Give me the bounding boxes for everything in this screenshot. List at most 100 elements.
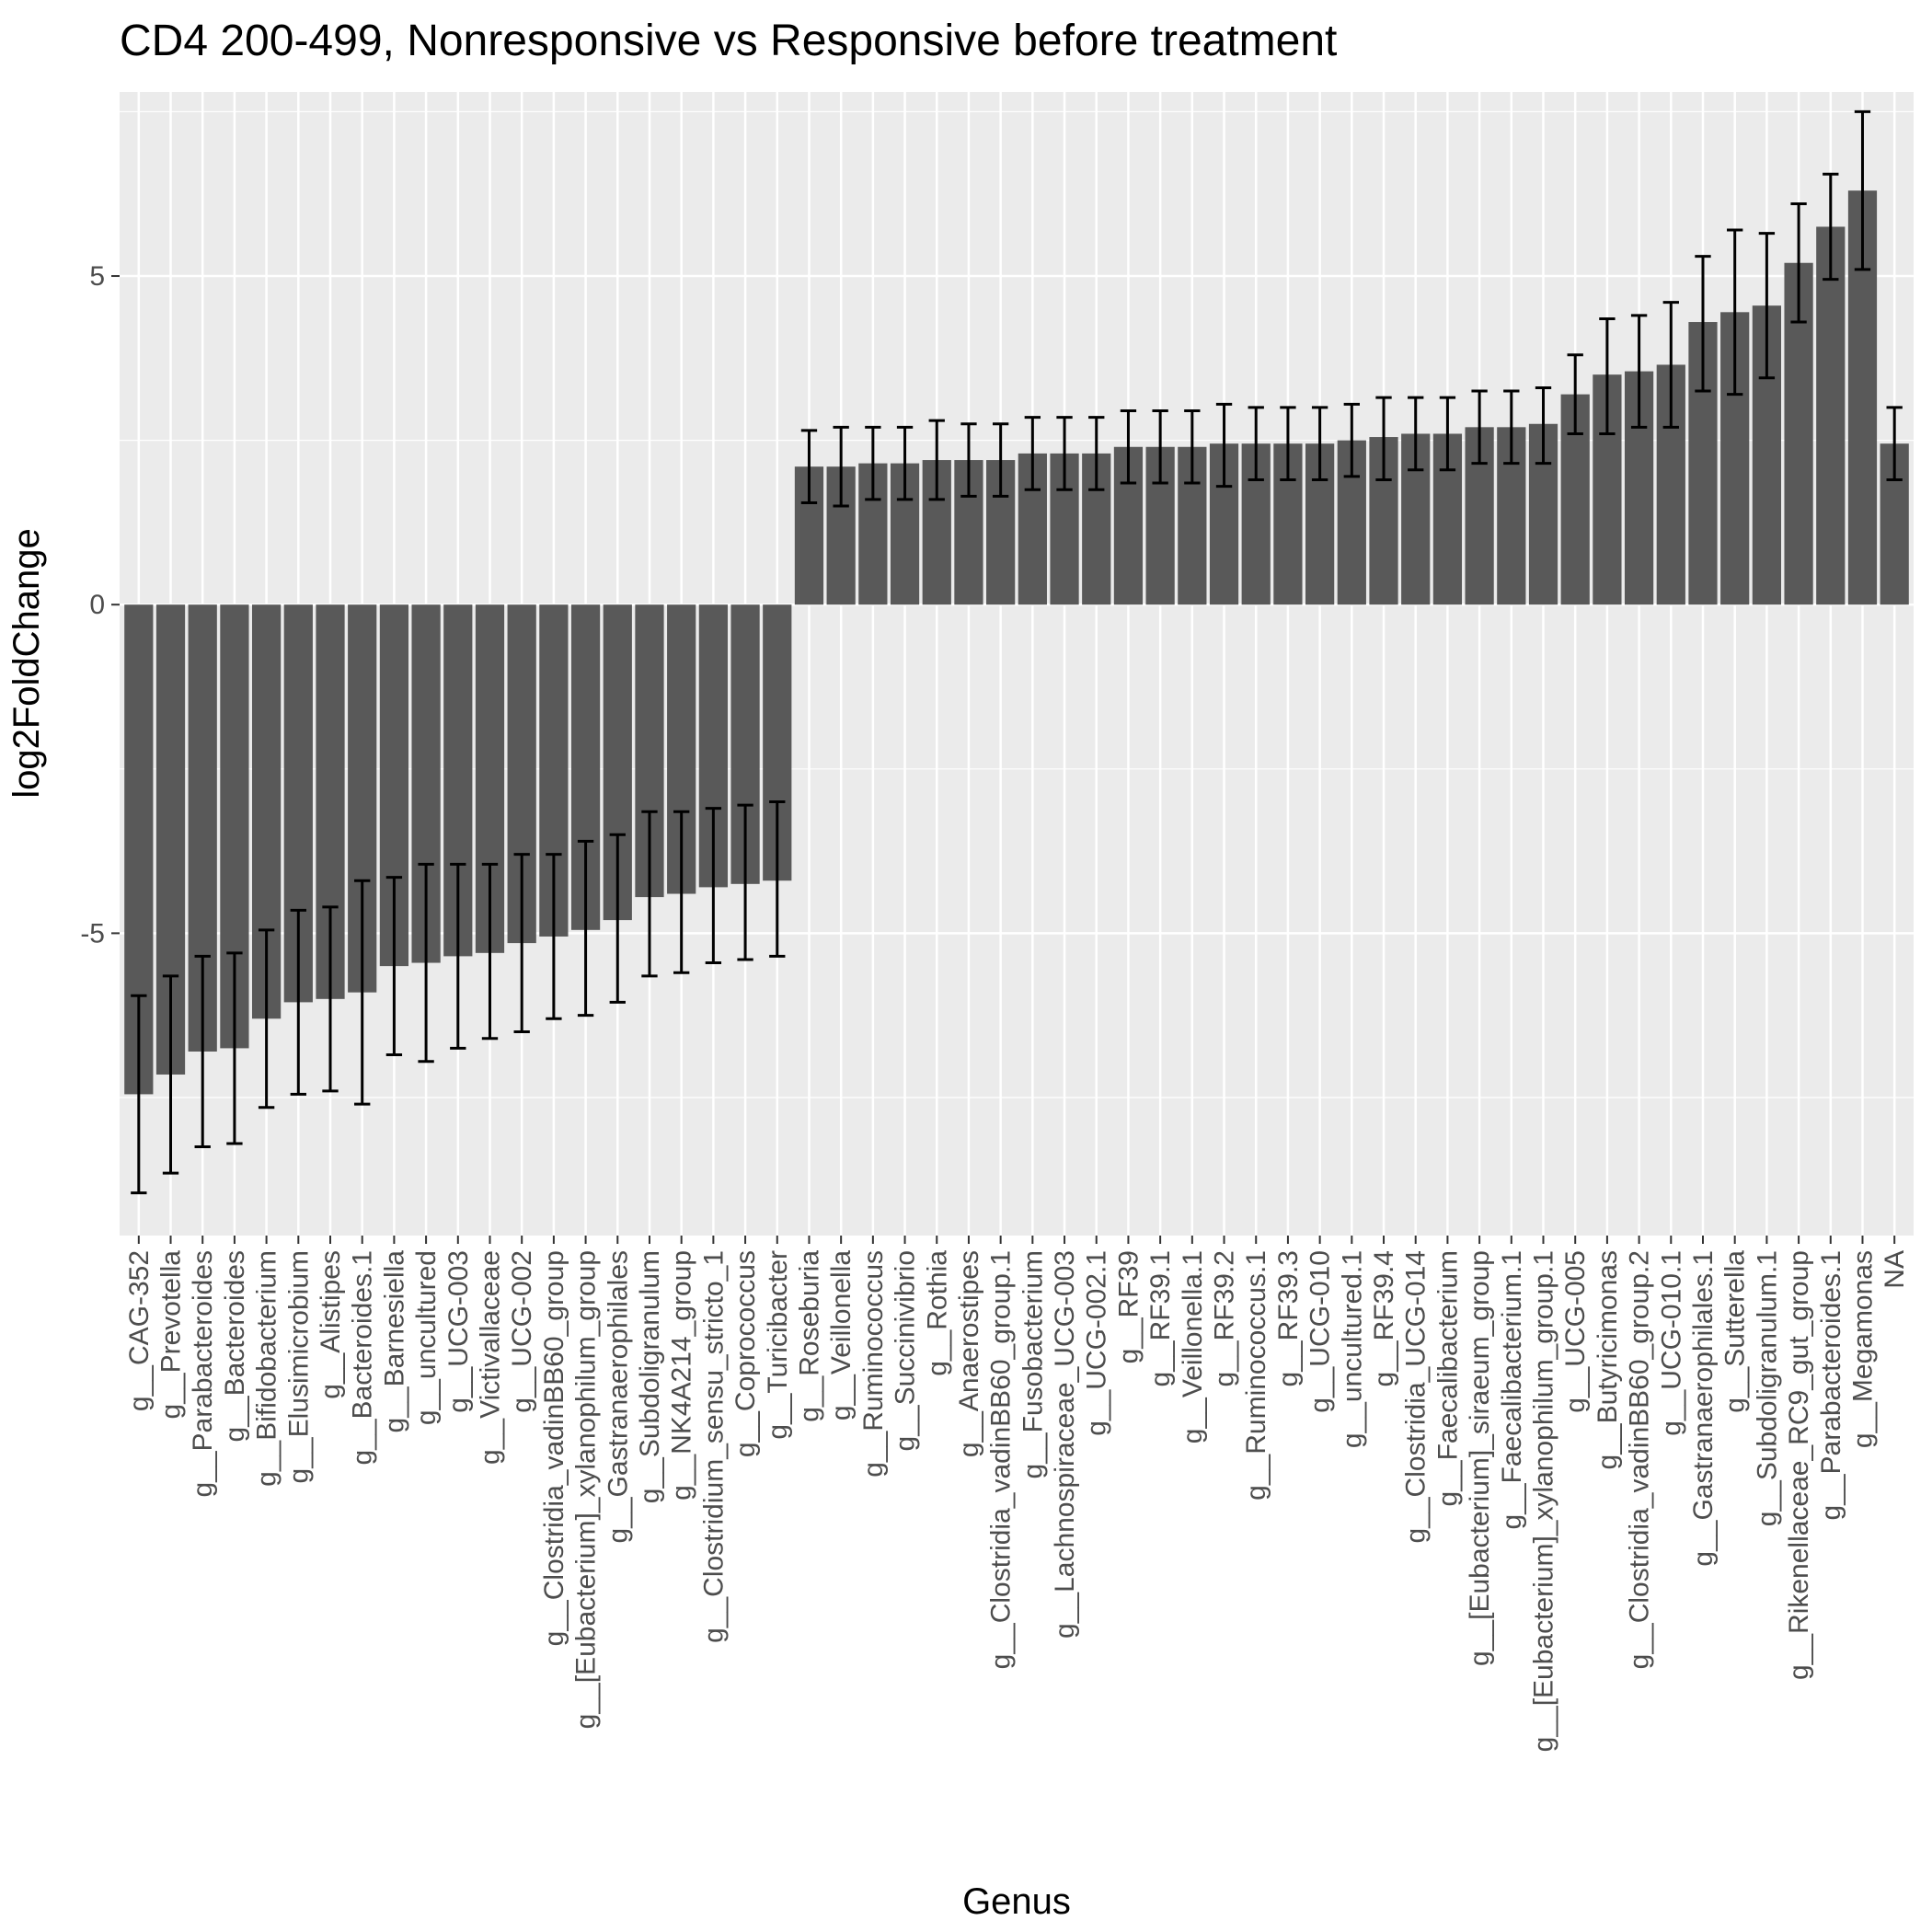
x-tick-label: g__Parabacteroides <box>188 1250 218 1498</box>
x-tick-label: g__CAG-352 <box>124 1250 155 1411</box>
x-tick-label: g__Ruminococcus.1 <box>1241 1250 1271 1501</box>
x-tick-label: g__Clostridium_sensu_stricto_1 <box>698 1250 729 1643</box>
error-bar <box>481 862 499 1041</box>
error-bar <box>1375 396 1392 481</box>
error-bar <box>1599 316 1616 435</box>
error-bar <box>960 422 977 498</box>
x-tick-label: g__Faecalibacterium.1 <box>1497 1250 1527 1530</box>
x-tick-label: g__UCG-010 <box>1305 1250 1336 1413</box>
error-bar <box>833 425 849 508</box>
x-tick-label: g__Clostridia_UCG-014 <box>1401 1250 1432 1544</box>
error-bar <box>577 839 594 1018</box>
x-tick-label: g__Prevotella <box>156 1250 187 1420</box>
x-tick-label: g__RF39.3 <box>1273 1250 1304 1386</box>
x-tick-label: g__UCG-005 <box>1560 1250 1591 1413</box>
error-bar <box>1056 416 1073 491</box>
x-tick-label: g__Gastranaerophilales.1 <box>1688 1250 1719 1567</box>
x-tick-label: g__Anaerostipes <box>954 1250 984 1457</box>
error-bar <box>1823 172 1839 282</box>
x-tick-label: NA <box>1880 1250 1910 1289</box>
error-bar <box>609 833 626 1004</box>
x-tick-label: g__Veillonella <box>826 1250 857 1420</box>
x-tick-label: g__RF39.1 <box>1145 1250 1176 1386</box>
x-tick-label: g__Clostridia_vadinBB60_group.2 <box>1625 1250 1655 1669</box>
error-bar <box>1024 416 1041 491</box>
error-bar <box>194 954 211 1149</box>
x-tick-label: g__Fusobacterium <box>1018 1250 1048 1478</box>
x-tick-label: g__Turicibacter <box>763 1250 793 1440</box>
x-tick-label: g__[Eubacterium]_xylanophilum_group.1 <box>1529 1250 1559 1752</box>
error-bars <box>131 109 1903 1195</box>
error-bar <box>354 879 371 1106</box>
x-tick-label: g__UCG-003 <box>443 1250 474 1413</box>
error-bar <box>1120 408 1137 485</box>
error-bar <box>1727 228 1743 397</box>
error-bar <box>1280 406 1296 481</box>
y-axis: -5 0 5 <box>80 261 120 949</box>
x-tick-label: g__Victivallaceae <box>475 1250 505 1465</box>
x-tick-label: g__UCG-002.1 <box>1082 1250 1112 1436</box>
error-bar <box>162 974 179 1175</box>
x-tick-label: g__uncultured <box>411 1250 442 1425</box>
x-tick-label: g__Coprococcus <box>730 1250 761 1457</box>
x-tick-label: g__Barnesiella <box>379 1250 409 1433</box>
x-tick-label: g__Subdoligranulum.1 <box>1752 1250 1782 1526</box>
error-bar <box>226 951 243 1145</box>
error-bar <box>290 908 306 1096</box>
x-tick-label: g__RF39.4 <box>1369 1250 1399 1386</box>
x-tick-label: g__Gastranaerophilales <box>603 1250 633 1544</box>
x-tick-label: g__Faecalibacterium <box>1432 1250 1463 1506</box>
error-bar <box>1152 408 1168 485</box>
x-tick-label: g__Alistipes <box>316 1250 346 1399</box>
x-tick-label: g__Sutterella <box>1720 1250 1751 1413</box>
x-tick-label: g__UCG-010.1 <box>1656 1250 1686 1436</box>
error-bar <box>1471 389 1488 466</box>
x-tick-label: g__Clostridia_vadinBB60_group.1 <box>986 1250 1017 1669</box>
error-bar <box>513 853 530 1034</box>
error-bar <box>673 810 690 974</box>
y-axis-title: log2FoldChange <box>6 528 47 799</box>
x-tick-label: g__RF39 <box>1113 1250 1144 1363</box>
x-tick-label: g__Rikenellaceae_RC9_gut_group <box>1784 1250 1814 1680</box>
error-bar <box>1439 396 1456 472</box>
error-bar <box>258 928 275 1110</box>
x-tick-label: g__Bacteroides <box>220 1250 250 1442</box>
error-bar <box>1343 402 1360 478</box>
error-bar <box>385 876 403 1057</box>
error-bar <box>1248 406 1264 481</box>
x-tick-label: g__Rothia <box>922 1250 952 1376</box>
error-bar <box>450 862 466 1050</box>
error-bar <box>1662 301 1679 429</box>
error-bar <box>1790 201 1807 324</box>
error-bar <box>928 419 945 501</box>
x-tick-label: g__[Eubacterium]_siraeum_group <box>1465 1250 1495 1666</box>
error-bar <box>737 803 753 961</box>
error-bar <box>1215 402 1233 489</box>
x-tick-label: g__Clostridia_vadinBB60_group <box>539 1250 569 1646</box>
x-tick-label: g__Elusimicrobium <box>283 1250 314 1483</box>
x-tick-label: g__Butyricimonas <box>1593 1250 1623 1469</box>
error-bar <box>1311 406 1328 481</box>
x-tick-label: g__NK4A214_group <box>667 1250 697 1501</box>
x-tick-label: g__Subdoligranulum <box>635 1250 665 1503</box>
chart-title: CD4 200-499, Nonresponsive vs Responsive… <box>120 17 1337 65</box>
error-bar <box>546 853 562 1020</box>
bars <box>124 190 1909 1095</box>
error-bar <box>896 425 914 501</box>
bar <box>1816 226 1846 605</box>
error-bar <box>1695 255 1711 393</box>
error-bar <box>1854 109 1871 271</box>
error-bar <box>992 422 1009 498</box>
x-tick-label: g__UCG-002 <box>507 1250 537 1413</box>
x-tick-label: g__Megamonas <box>1847 1250 1878 1448</box>
error-bar <box>1184 408 1201 485</box>
x-tick-label: g__Bifidobacterium <box>252 1250 282 1487</box>
x-tick-label: g__Succinivibrio <box>891 1250 921 1451</box>
error-bar <box>1567 353 1583 435</box>
error-bar <box>705 807 722 965</box>
x-axis-title: Genus <box>962 1881 1071 1922</box>
error-bar <box>1408 396 1424 472</box>
error-bar <box>322 905 339 1093</box>
x-tick-label: g__[Eubacterium]_xylanophilum_group <box>571 1250 602 1729</box>
